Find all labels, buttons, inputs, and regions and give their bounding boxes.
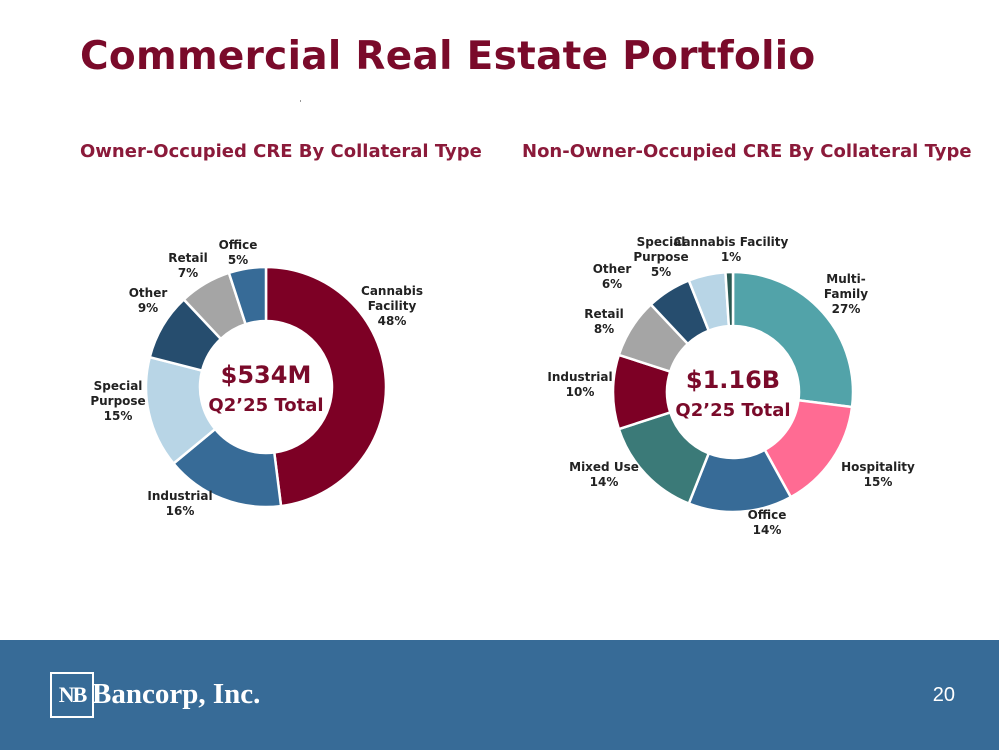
company-name: Bancorp, Inc. <box>92 678 261 710</box>
non-owner-label-hospitality: Hospitality 15% <box>841 460 915 489</box>
non-owner-label-retail: Retail 8% <box>584 307 623 336</box>
non-owner-label-mixed-use: Mixed Use 14% <box>569 460 639 489</box>
non-owner-label-other: Other 6% <box>593 262 632 291</box>
non-owner-center-caption: Q2’25 Total <box>675 400 790 421</box>
owner-slice-cannabis-facility <box>264 265 388 508</box>
owner-donut: Cannabis Facility 48% Industrial 16% Special P… <box>90 238 423 518</box>
non-owner-label-multi-family: Multi-Family 27% <box>824 272 868 316</box>
non-owner-label-industrial: Industrial 10% <box>547 370 612 399</box>
non-owner-slice-mixed-use <box>617 410 711 506</box>
owner-label-cannabis-facility: Cannabis Facility 48% <box>361 284 423 328</box>
footer-bar: NB Bancorp, Inc. 20 <box>0 640 999 750</box>
non-owner-label-special-purpose: Special Purpose 5% <box>633 235 688 279</box>
non-owner-slice-multi-family <box>731 270 855 409</box>
owner-center-caption: Q2’25 Total <box>208 395 323 416</box>
owner-label-other: Other 9% <box>129 286 168 315</box>
owner-label-industrial: Industrial 16% <box>147 489 212 518</box>
non-owner-occupied-chart-title: Non-Owner-Occupied CRE By Collateral Typ… <box>522 141 972 162</box>
cre-donut-charts: Cannabis Facility 48% Industrial 16% Special P… <box>90 235 915 537</box>
owner-center-value: $534M <box>221 361 312 389</box>
non-owner-donut: Multi-Family 27% Hospitality 15% Office 14% Mi… <box>547 235 915 537</box>
page-number: 20 <box>932 684 955 706</box>
page-title: Commercial Real Estate Portfolio <box>80 34 816 79</box>
non-owner-label-cannabis-facility: Cannabis Facility 1% <box>674 235 789 264</box>
non-owner-center-value: $1.16B <box>686 366 780 394</box>
owner-label-office: Office 5% <box>219 238 258 267</box>
stray-mark <box>300 100 301 102</box>
nb-logo-mark: NB <box>50 672 94 718</box>
owner-label-special-purpose: Special Purpose 15% <box>90 379 145 423</box>
owner-slice-office <box>227 265 268 326</box>
owner-occupied-chart-title: Owner-Occupied CRE By Collateral Type <box>80 141 482 162</box>
non-owner-label-office: Office 14% <box>748 508 787 537</box>
owner-label-retail: Retail 7% <box>168 251 207 280</box>
non-owner-slice-cannabis-facility <box>724 270 735 328</box>
